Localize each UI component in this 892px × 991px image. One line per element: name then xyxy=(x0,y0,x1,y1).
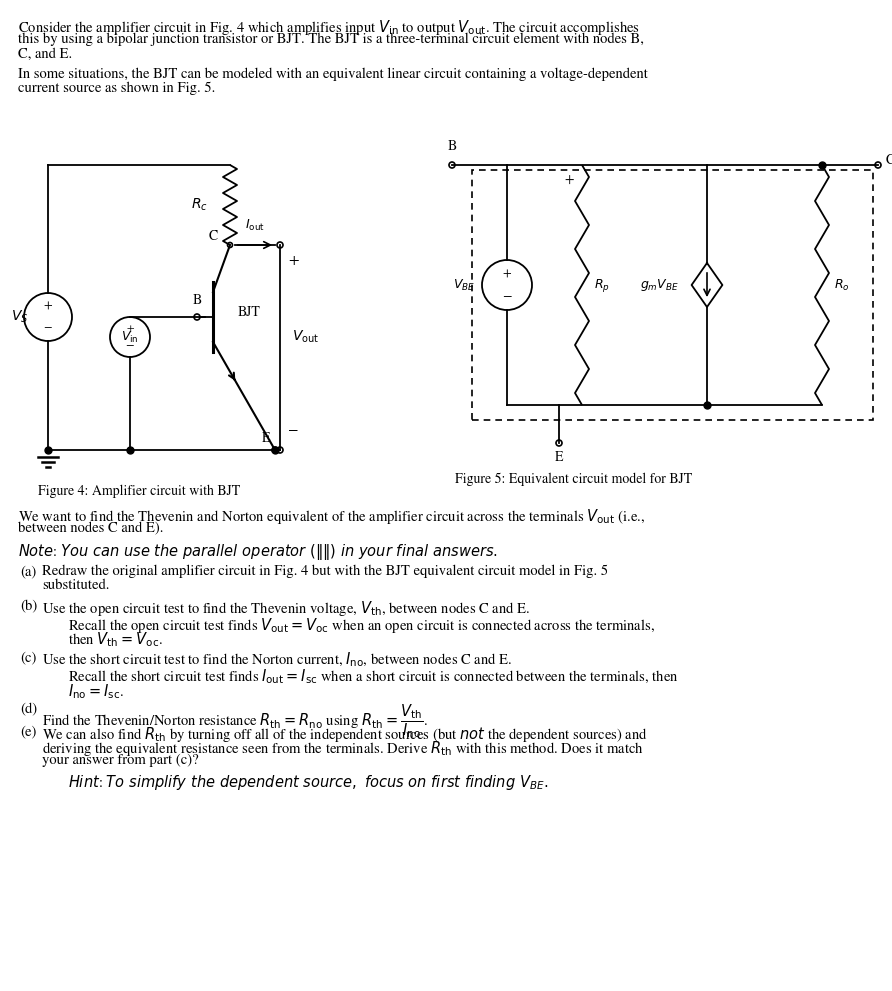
Text: −: − xyxy=(126,340,135,352)
Text: Use the short circuit test to find the Norton current, $I_{\mathrm{no}}$, betwee: Use the short circuit test to find the N… xyxy=(42,651,512,669)
Text: $V_S$: $V_S$ xyxy=(11,309,28,325)
Text: $R_p$: $R_p$ xyxy=(594,276,610,293)
Text: your answer from part (c)?: your answer from part (c)? xyxy=(42,754,199,767)
Text: B: B xyxy=(193,293,202,307)
Text: $g_m V_{BE}$: $g_m V_{BE}$ xyxy=(640,277,679,293)
Text: C: C xyxy=(209,230,218,243)
Text: E: E xyxy=(261,432,270,445)
Text: +: + xyxy=(503,270,511,280)
Text: $I_\mathrm{out}$: $I_\mathrm{out}$ xyxy=(245,218,265,233)
Text: substituted.: substituted. xyxy=(42,579,110,593)
Text: (b): (b) xyxy=(20,600,37,612)
Text: E: E xyxy=(555,451,563,465)
Text: −: − xyxy=(44,322,53,334)
Text: C, and E.: C, and E. xyxy=(18,47,72,60)
Text: C: C xyxy=(886,154,892,166)
Text: Recall the short circuit test finds $I_{\mathrm{out}} = I_{\mathrm{sc}}$ when a : Recall the short circuit test finds $I_{… xyxy=(68,668,679,686)
Text: Figure 4: Amplifier circuit with BJT: Figure 4: Amplifier circuit with BJT xyxy=(38,485,240,498)
Text: Figure 5: Equivalent circuit model for BJT: Figure 5: Equivalent circuit model for B… xyxy=(455,473,692,487)
Text: −: − xyxy=(502,288,512,301)
Text: We can also find $R_{\mathrm{th}}$ by turning off all of the independent sources: We can also find $R_{\mathrm{th}}$ by tu… xyxy=(42,725,648,744)
Text: $V_\mathrm{in}$: $V_\mathrm{in}$ xyxy=(121,329,139,345)
Text: (e): (e) xyxy=(20,725,37,738)
Text: In some situations, the BJT can be modeled with an equivalent linear circuit con: In some situations, the BJT can be model… xyxy=(18,67,648,81)
Text: B: B xyxy=(448,140,457,153)
Text: We want to find the Thevenin and Norton equivalent of the amplifier circuit acro: We want to find the Thevenin and Norton … xyxy=(18,507,645,526)
Text: $I_{\mathrm{no}} = I_{\mathrm{sc}}$.: $I_{\mathrm{no}} = I_{\mathrm{sc}}$. xyxy=(68,682,124,701)
Text: Find the Thevenin/Norton resistance $R_{\mathrm{th}} = R_{\mathrm{no}}$ using $R: Find the Thevenin/Norton resistance $R_{… xyxy=(42,703,427,740)
Text: −: − xyxy=(288,423,299,437)
Text: +: + xyxy=(44,300,53,312)
Text: current source as shown in Fig. 5.: current source as shown in Fig. 5. xyxy=(18,82,215,95)
Text: Recall the open circuit test finds $V_{\mathrm{out}} = V_{\mathrm{oc}}$ when an : Recall the open circuit test finds $V_{\… xyxy=(68,616,655,635)
Text: (a): (a) xyxy=(20,565,37,578)
Text: BJT: BJT xyxy=(238,305,260,319)
Text: $V_{BE}$: $V_{BE}$ xyxy=(453,277,475,292)
Text: +: + xyxy=(288,254,299,267)
Text: deriving the equivalent resistance seen from the terminals. Derive $R_{\mathrm{t: deriving the equivalent resistance seen … xyxy=(42,739,644,758)
Text: $R_c$: $R_c$ xyxy=(191,197,208,213)
Text: (c): (c) xyxy=(20,651,37,664)
Text: +: + xyxy=(565,173,574,186)
Text: Redraw the original amplifier circuit in Fig. 4 but with the BJT equivalent circ: Redraw the original amplifier circuit in… xyxy=(42,565,608,578)
Text: $V_\mathrm{out}$: $V_\mathrm{out}$ xyxy=(292,329,319,345)
Text: Use the open circuit test to find the Thevenin voltage, $V_{\mathrm{th}}$, betwe: Use the open circuit test to find the Th… xyxy=(42,600,530,618)
Text: this by using a bipolar junction transistor or BJT. The BJT is a three-terminal : this by using a bipolar junction transis… xyxy=(18,33,644,46)
Text: +: + xyxy=(126,323,134,333)
Text: $R_o$: $R_o$ xyxy=(834,277,850,292)
Text: $\mathit{Note}$: $\mathit{You\ can\ use\ the\ parallel\ operator\ (\|\|)\ in\ yo: $\mathit{Note}$: $\mathit{You\ can\ use\… xyxy=(18,542,498,562)
Text: Consider the amplifier circuit in Fig. 4 which amplifies input $V_{\mathrm{in}}$: Consider the amplifier circuit in Fig. 4… xyxy=(18,18,640,37)
Bar xyxy=(472,170,873,420)
Text: $\mathit{Hint}$: $\mathit{To\ simplify\ the\ dependent\ source,\ focus\ on\ firs: $\mathit{Hint}$: $\mathit{To\ simplify\ … xyxy=(68,773,549,792)
Text: (d): (d) xyxy=(20,703,37,716)
Text: between nodes C and E).: between nodes C and E). xyxy=(18,521,163,535)
Text: then $V_{\mathrm{th}} = V_{\mathrm{oc}}$.: then $V_{\mathrm{th}} = V_{\mathrm{oc}}$… xyxy=(68,630,162,649)
